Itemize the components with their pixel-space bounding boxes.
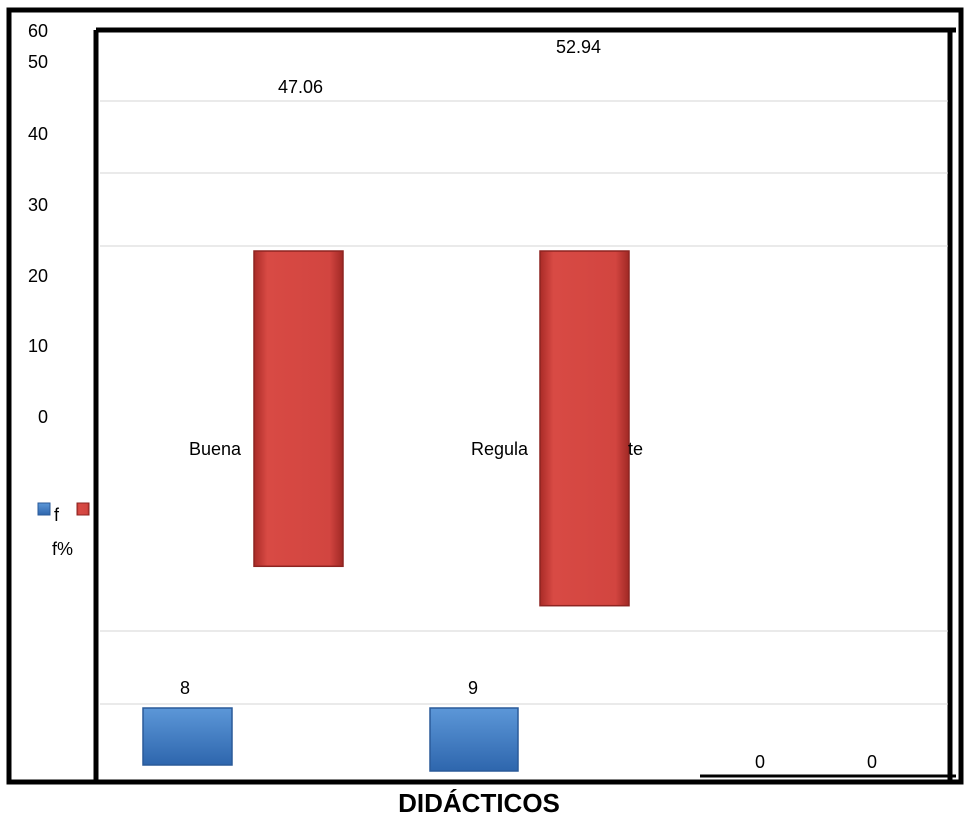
legend: f f% <box>37 502 90 559</box>
bar-fpct-buena <box>253 250 344 568</box>
y-tick-label: 60 <box>28 21 48 41</box>
chart-title: DIDÁCTICOS <box>398 788 560 816</box>
y-axis-ticks: 60 50 40 30 20 10 0 <box>28 21 48 427</box>
data-label-f-buena: 8 <box>180 678 190 698</box>
data-label-fpct-deficiente: 0 <box>867 752 877 772</box>
bar-fpct-regular <box>539 250 630 607</box>
y-tick-label: 20 <box>28 266 48 286</box>
y-tick-label: 50 <box>28 52 48 72</box>
y-tick-label: 10 <box>28 336 48 356</box>
y-tick-label: 40 <box>28 124 48 144</box>
data-label-f-regular: 9 <box>468 678 478 698</box>
legend-swatch-fpct <box>76 502 90 516</box>
outer-frame <box>6 7 964 785</box>
data-label-f-deficiente: 0 <box>755 752 765 772</box>
legend-label-f: f <box>54 505 60 525</box>
legend-label-fpct: f% <box>52 539 73 559</box>
category-label-regular: Regula <box>471 439 529 459</box>
legend-swatch-f <box>37 502 51 516</box>
y-tick-label: 0 <box>38 407 48 427</box>
bar-f-buena <box>142 707 233 766</box>
bar-f-regular <box>429 707 519 772</box>
gridlines <box>100 100 948 705</box>
category-label-deficiente: te <box>628 439 643 459</box>
data-label-fpct-buena: 47.06 <box>278 77 323 97</box>
y-tick-label: 30 <box>28 195 48 215</box>
bars <box>142 250 630 772</box>
category-label-buena: Buena <box>189 439 242 459</box>
data-label-fpct-regular: 52.94 <box>556 37 601 57</box>
